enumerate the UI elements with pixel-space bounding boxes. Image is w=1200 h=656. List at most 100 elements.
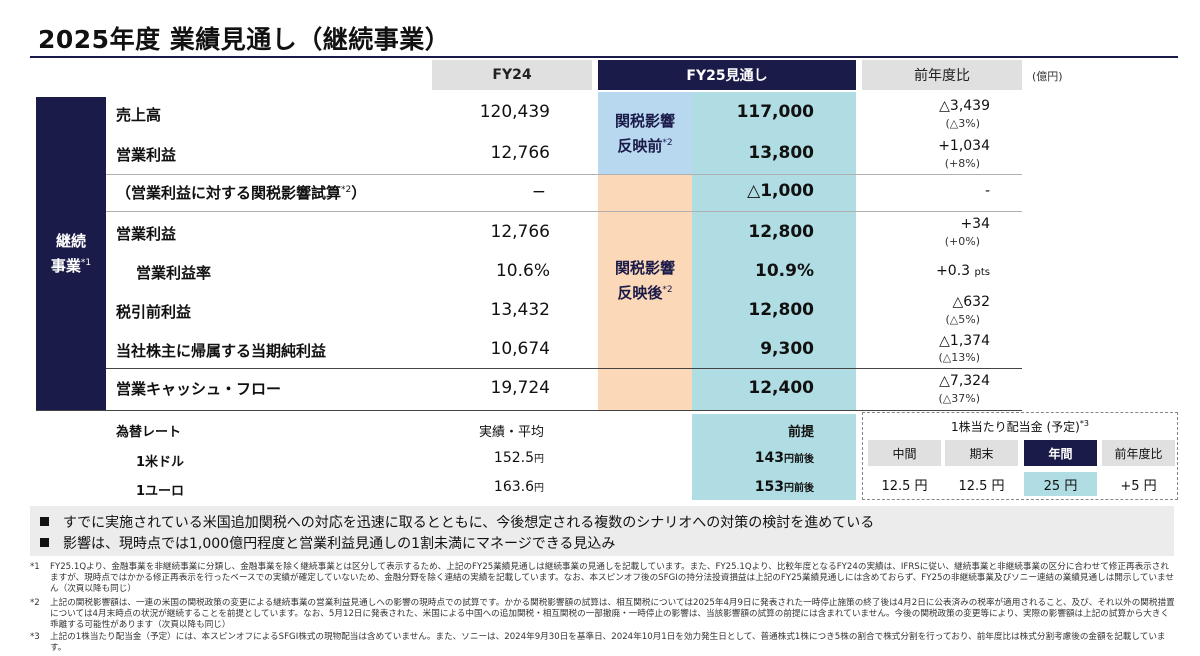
fy24-operating-income-after: 12,766 — [490, 222, 550, 242]
dividend-value-annual: 25 円 — [1024, 472, 1097, 496]
fx-eur-fy25: 153円前後 — [692, 479, 814, 495]
title-underline — [30, 56, 1178, 58]
fx-fy25-header: 前提 — [787, 425, 814, 440]
row-label-operating-income: 営業利益 — [116, 146, 177, 164]
dividend-box — [862, 412, 1178, 500]
tariff-before-line2: 反映前 — [617, 137, 663, 155]
yoy-tariff-impact: - — [984, 183, 990, 199]
fy24-operating-cash-flow: 19,724 — [490, 378, 550, 398]
row-divider — [106, 211, 1022, 212]
tariff-after-line2: 反映後 — [617, 284, 663, 302]
footnote-text: 上記の関税影響額は、一連の米国の関税政策の変更による継続事業の営業利益見通しへの… — [50, 598, 1175, 630]
segment-label-line1: 継続 — [55, 232, 86, 250]
header-fy24: FY24 — [432, 60, 592, 90]
tariff-before-column — [598, 92, 692, 174]
fy25-rate-column — [692, 414, 856, 500]
square-bullet-icon — [40, 538, 49, 547]
row-label-tariff-impact: （営業利益に対する関税影響試算*2） — [116, 182, 366, 203]
footnote-number: *2 — [30, 598, 40, 608]
row-label-pretax-income: 税引前利益 — [116, 303, 192, 321]
fy25-value-column — [692, 92, 856, 410]
tariff-after-line1: 関税影響 — [614, 259, 675, 277]
fx-fy24-header: 実績・平均 — [478, 425, 544, 440]
dividend-header-year-end: 期末 — [945, 440, 1018, 466]
yoy-operating-margin: +0.3 pts — [880, 263, 990, 279]
yoy-operating-margin-value: +0.3 — [936, 263, 971, 279]
yoy-pretax-income-pct: (△5%) — [945, 313, 981, 326]
yoy-net-income-pct: (△13%) — [938, 351, 981, 364]
fx-usd-fy24: 152.5円 — [432, 450, 544, 466]
fy24-sales: 120,439 — [479, 102, 550, 122]
segment-label: 継続 事業*1 — [36, 97, 106, 410]
header-fy25: FY25見通し — [598, 60, 856, 90]
bullet-text: すでに実施されている米国追加関税への対応を迅速に取るとともに、今後想定される複数… — [63, 515, 875, 531]
tariff-after-note: *2 — [662, 285, 673, 295]
fy25-operating-cash-flow: 12,400 — [748, 378, 814, 398]
fy25-tariff-impact: △1,000 — [747, 181, 814, 201]
fy25-pretax-income: 12,800 — [748, 300, 814, 320]
yoy-net-income: △1,374 — [939, 333, 990, 349]
row-label-operating-cash-flow: 営業キャッシュ・フロー — [116, 380, 282, 398]
yoy-sales-pct: (△3%) — [945, 117, 981, 130]
fx-usd-fy25-value: 143 — [754, 450, 784, 466]
fx-eur-fy25-unit: 円前後 — [784, 483, 814, 494]
fy25-operating-income-after: 12,800 — [748, 222, 814, 242]
dividend-header-yoy: 前年度比 — [1102, 440, 1175, 466]
page-title: 2025年度 業績見通し（継続事業） — [38, 25, 451, 54]
fx-label: 為替レート — [116, 425, 182, 440]
row-divider — [36, 410, 1022, 411]
row-label-operating-income-after: 営業利益 — [116, 225, 177, 243]
dividend-header-interim: 中間 — [868, 440, 941, 466]
dividend-header-annual: 年間 — [1024, 440, 1097, 466]
fy25-sales: 117,000 — [736, 102, 814, 122]
yoy-operating-income-after-pct: (+0%) — [944, 235, 980, 248]
tariff-impact-note: *2 — [341, 185, 352, 195]
fy25-operating-income: 13,800 — [748, 143, 814, 163]
fy25-operating-margin: 10.9% — [755, 261, 814, 281]
fx-usd-label: 1米ドル — [136, 455, 185, 470]
dividend-value-yoy: +5 円 — [1120, 478, 1157, 494]
dividend-note: *3 — [1079, 419, 1089, 428]
fy24-pretax-income: 13,432 — [490, 300, 550, 320]
unit-label: (億円) — [1032, 70, 1063, 83]
row-label-net-income: 当社株主に帰属する当期純利益 — [116, 342, 327, 360]
segment-label-line2: 事業 — [50, 257, 81, 275]
tariff-impact-label-end: ） — [351, 184, 367, 202]
bullet-item: すでに実施されている米国追加関税への対応を迅速に取るとともに、今後想定される複数… — [40, 512, 874, 532]
tariff-after-column — [598, 174, 692, 410]
row-divider — [106, 174, 1022, 175]
tariff-before-label: 関税影響 反映前*2 — [598, 110, 692, 157]
fx-usd-fy25-unit: 円前後 — [784, 454, 814, 465]
row-label-operating-margin: 営業利益率 — [136, 264, 212, 282]
dividend-title-text: 1株当たり配当金 (予定) — [951, 420, 1080, 434]
bullet-text: 影響は、現時点では1,000億円程度と営業利益見通しの1割未満にマネージできる見… — [63, 536, 616, 552]
yoy-operating-cash-flow-pct: (△37%) — [938, 392, 981, 405]
yoy-operating-margin-unit: pts — [974, 267, 990, 278]
footnote-text: FY25.1Qより、金融事業を非継続事業に分類し、金融事業を除く継続事業とは区分… — [50, 562, 1174, 594]
row-label-sales: 売上高 — [116, 106, 162, 124]
fy24-tariff-impact: − — [531, 182, 546, 202]
fx-eur-fy24-unit: 円 — [534, 483, 544, 494]
dividend-title: 1株当たり配当金 (予定)*3 — [862, 418, 1178, 435]
yoy-operating-income-pct: (+8%) — [944, 157, 980, 170]
tariff-after-label: 関税影響 反映後*2 — [598, 257, 692, 304]
fx-usd-fy24-unit: 円 — [534, 454, 544, 465]
bullet-box — [30, 506, 1174, 556]
yoy-sales: △3,439 — [939, 98, 990, 114]
tariff-before-note: *2 — [662, 138, 673, 148]
tariff-impact-label: （営業利益に対する関税影響試算 — [116, 184, 342, 202]
fx-eur-label: 1ユーロ — [136, 484, 185, 499]
footnote: *3 上記の1株当たり配当金（予定）には、本スピンオフによるSFGI株式の現物配当… — [30, 632, 1180, 654]
row-divider — [106, 368, 1022, 369]
fx-usd-fy24-value: 152.5 — [493, 450, 534, 466]
fy24-operating-margin: 10.6% — [495, 261, 550, 281]
footnote: *1 FY25.1Qより、金融事業を非継続事業に分類し、金融事業を除く継続事業とは… — [30, 562, 1180, 595]
square-bullet-icon — [40, 517, 49, 526]
fy24-operating-income: 12,766 — [490, 143, 550, 163]
dividend-value-year-end: 12.5 円 — [958, 478, 1005, 494]
fy25-net-income: 9,300 — [760, 339, 814, 359]
fx-eur-fy24: 163.6円 — [432, 479, 544, 495]
header-yoy: 前年度比 — [862, 60, 1022, 90]
yoy-operating-income: +1,034 — [938, 138, 990, 154]
footnote-text: 上記の1株当たり配当金（予定）には、本スピンオフによるSFGI株式の現物配当は含… — [50, 632, 1166, 653]
